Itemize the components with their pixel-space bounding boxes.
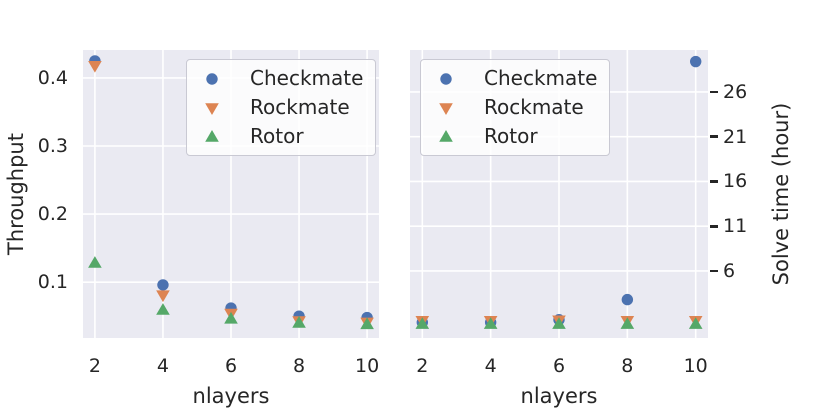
y-tick-label: 0.3 [37, 135, 68, 157]
y-tick-label: 26 [723, 80, 748, 103]
legend-label: Rotor [250, 124, 304, 148]
y-tick-label: 11 [723, 215, 748, 238]
y-tick-label: 16 [723, 170, 748, 193]
y-tick-mark [710, 269, 718, 273]
rockmate-marker-icon [193, 100, 231, 116]
legend-item-rotor: Rotor [187, 122, 363, 151]
x-tick-label: 6 [552, 355, 566, 377]
checkmate-point [157, 279, 169, 291]
rotor-marker-glyph [205, 129, 219, 142]
x-tick-label: 4 [484, 355, 497, 377]
throughput-scatter-canvas [83, 50, 379, 338]
rotor-point [483, 317, 498, 329]
rockmate-marker-icon [427, 100, 465, 116]
y-tick-mark [710, 224, 718, 228]
x-axis-label-left: nlayers [192, 384, 270, 408]
legend-throughput: Checkmate Rockmate Rotor [186, 59, 377, 156]
legend-label: Rockmate [250, 95, 350, 119]
x-tick-label: 2 [88, 355, 101, 377]
legend-item-rockmate: Rockmate [421, 93, 597, 122]
x-axis-label-right: nlayers [520, 384, 598, 408]
legend-item-rockmate: Rockmate [187, 93, 363, 122]
rockmate-marker-glyph [439, 102, 453, 115]
y-tick-label: 0.2 [37, 203, 68, 226]
legend-label: Checkmate [250, 66, 364, 90]
rotor-point [292, 316, 306, 328]
y-tick-mark [710, 180, 718, 183]
rotor-marker-icon [427, 129, 465, 145]
x-tick-label: 4 [156, 355, 169, 377]
y-tick-mark [710, 135, 718, 139]
y-tick-label: 6 [723, 259, 736, 282]
y-tick-label: 0.4 [37, 66, 68, 89]
checkmate-point [689, 55, 702, 68]
legend-item-rotor: Rotor [421, 122, 597, 151]
checkmate-marker-icon [193, 71, 231, 87]
checkmate-point [621, 293, 634, 306]
legend-solve-time: Checkmate Rockmate Rotor [420, 59, 611, 156]
rotor-point [156, 303, 170, 315]
throughput-panel: Checkmate Rockmate Rotor [83, 50, 379, 338]
rotor-point [415, 317, 430, 329]
x-tick-label: 10 [354, 355, 380, 377]
legend-item-checkmate: Checkmate [187, 64, 363, 93]
checkmate-marker-icon [427, 71, 465, 87]
legend-label: Rotor [484, 124, 538, 148]
solve-time-panel: Checkmate Rockmate Rotor [410, 50, 708, 338]
y-tick-label: 0.1 [37, 271, 68, 294]
legend-label: Checkmate [484, 66, 598, 90]
x-tick-label: 2 [416, 355, 429, 377]
rotor-point [88, 256, 102, 268]
rotor-point [224, 311, 238, 324]
legend-item-checkmate: Checkmate [421, 64, 597, 93]
rotor-point [552, 317, 566, 329]
rotor-point [360, 317, 374, 330]
x-tick-label: 8 [621, 355, 634, 377]
legend-label: Rockmate [484, 95, 584, 119]
rockmate-point [88, 60, 102, 73]
x-tick-label: 8 [292, 355, 306, 377]
rotor-point [620, 317, 635, 329]
rotor-point [688, 317, 703, 329]
y-tick-mark [710, 90, 718, 94]
rotor-marker-glyph [439, 129, 453, 142]
x-tick-label: 10 [683, 355, 708, 377]
y-axis-label-solve-time: Solve time (hour) [769, 102, 793, 286]
y-tick-label: 21 [723, 125, 748, 148]
checkmate-marker-glyph [440, 72, 452, 85]
rockmate-point [156, 290, 170, 303]
rockmate-marker-glyph [205, 102, 219, 115]
checkmate-marker-glyph [206, 72, 218, 85]
rotor-marker-icon [193, 129, 231, 145]
x-tick-label: 6 [224, 355, 238, 377]
